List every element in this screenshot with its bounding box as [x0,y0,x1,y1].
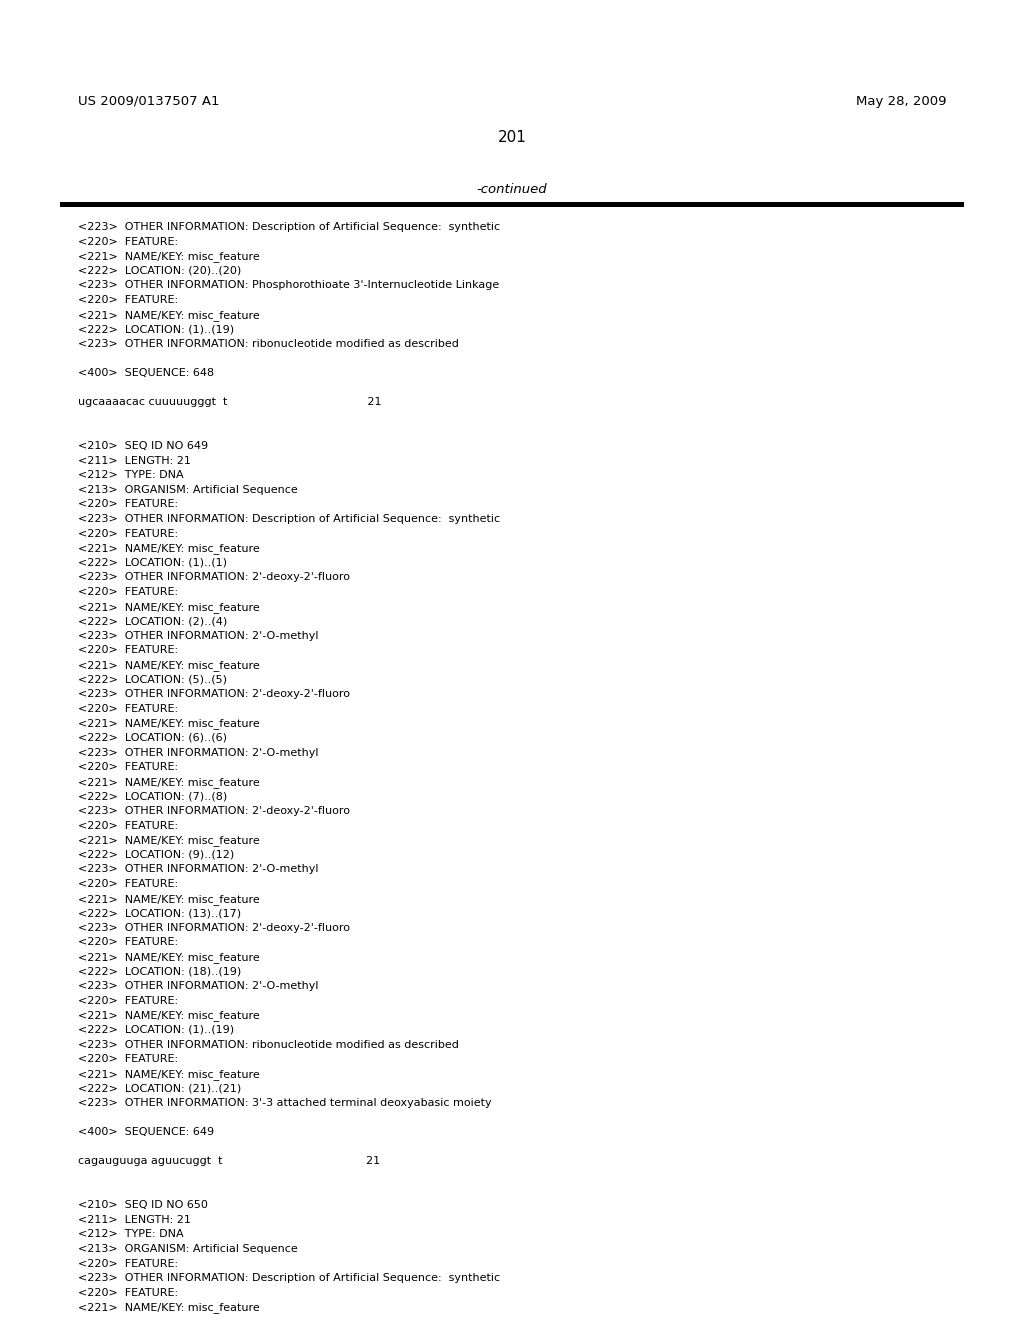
Text: <223>  OTHER INFORMATION: 2'-deoxy-2'-fluoro: <223> OTHER INFORMATION: 2'-deoxy-2'-flu… [78,689,350,700]
Text: <221>  NAME/KEY: misc_feature: <221> NAME/KEY: misc_feature [78,776,260,788]
Text: <221>  NAME/KEY: misc_feature: <221> NAME/KEY: misc_feature [78,602,260,612]
Text: <221>  NAME/KEY: misc_feature: <221> NAME/KEY: misc_feature [78,1303,260,1313]
Text: <220>  FEATURE:: <220> FEATURE: [78,645,178,656]
Text: <221>  NAME/KEY: misc_feature: <221> NAME/KEY: misc_feature [78,952,260,962]
Text: <223>  OTHER INFORMATION: Description of Artificial Sequence:  synthetic: <223> OTHER INFORMATION: Description of … [78,513,500,524]
Text: <220>  FEATURE:: <220> FEATURE: [78,762,178,772]
Text: <222>  LOCATION: (1)..(19): <222> LOCATION: (1)..(19) [78,325,234,334]
Text: <222>  LOCATION: (1)..(19): <222> LOCATION: (1)..(19) [78,1026,234,1035]
Text: <220>  FEATURE:: <220> FEATURE: [78,704,178,714]
Text: <223>  OTHER INFORMATION: 2'-deoxy-2'-fluoro: <223> OTHER INFORMATION: 2'-deoxy-2'-flu… [78,573,350,582]
Text: <223>  OTHER INFORMATION: 2'-O-methyl: <223> OTHER INFORMATION: 2'-O-methyl [78,981,318,991]
Text: <221>  NAME/KEY: misc_feature: <221> NAME/KEY: misc_feature [78,660,260,671]
Text: <220>  FEATURE:: <220> FEATURE: [78,879,178,888]
Text: <220>  FEATURE:: <220> FEATURE: [78,1258,178,1269]
Text: <212>  TYPE: DNA: <212> TYPE: DNA [78,470,183,480]
Text: <221>  NAME/KEY: misc_feature: <221> NAME/KEY: misc_feature [78,894,260,904]
Text: 201: 201 [498,129,526,145]
Text: <210>  SEQ ID NO 649: <210> SEQ ID NO 649 [78,441,208,451]
Text: <220>  FEATURE:: <220> FEATURE: [78,294,178,305]
Text: <221>  NAME/KEY: misc_feature: <221> NAME/KEY: misc_feature [78,718,260,730]
Text: <223>  OTHER INFORMATION: 2'-O-methyl: <223> OTHER INFORMATION: 2'-O-methyl [78,631,318,640]
Text: <222>  LOCATION: (21)..(21): <222> LOCATION: (21)..(21) [78,1084,242,1093]
Text: <221>  NAME/KEY: misc_feature: <221> NAME/KEY: misc_feature [78,836,260,846]
Text: -continued: -continued [477,183,547,195]
Text: <211>  LENGTH: 21: <211> LENGTH: 21 [78,455,190,466]
Text: <220>  FEATURE:: <220> FEATURE: [78,236,178,247]
Text: <400>  SEQUENCE: 649: <400> SEQUENCE: 649 [78,1127,214,1138]
Text: <223>  OTHER INFORMATION: 2'-deoxy-2'-fluoro: <223> OTHER INFORMATION: 2'-deoxy-2'-flu… [78,923,350,933]
Text: <220>  FEATURE:: <220> FEATURE: [78,528,178,539]
Text: <222>  LOCATION: (2)..(4): <222> LOCATION: (2)..(4) [78,616,227,626]
Text: <220>  FEATURE:: <220> FEATURE: [78,1055,178,1064]
Bar [60,202,964,207]
Text: May 28, 2009: May 28, 2009 [855,95,946,108]
Text: US 2009/0137507 A1: US 2009/0137507 A1 [78,95,219,108]
Text: <222>  LOCATION: (7)..(8): <222> LOCATION: (7)..(8) [78,792,227,801]
Text: <223>  OTHER INFORMATION: ribonucleotide modified as described: <223> OTHER INFORMATION: ribonucleotide … [78,1040,459,1049]
Text: <222>  LOCATION: (20)..(20): <222> LOCATION: (20)..(20) [78,265,242,276]
Text: <221>  NAME/KEY: misc_feature: <221> NAME/KEY: misc_feature [78,1069,260,1080]
Text: <222>  LOCATION: (1)..(1): <222> LOCATION: (1)..(1) [78,558,227,568]
Text: ugcaaaacac cuuuuugggt  t                                        21: ugcaaaacac cuuuuugggt t 21 [78,397,382,407]
Text: <221>  NAME/KEY: misc_feature: <221> NAME/KEY: misc_feature [78,310,260,321]
Text: <220>  FEATURE:: <220> FEATURE: [78,1288,178,1298]
Text: <220>  FEATURE:: <220> FEATURE: [78,937,178,948]
Text: <223>  OTHER INFORMATION: ribonucleotide modified as described: <223> OTHER INFORMATION: ribonucleotide … [78,339,459,348]
Text: <221>  NAME/KEY: misc_feature: <221> NAME/KEY: misc_feature [78,251,260,263]
Text: <222>  LOCATION: (9)..(12): <222> LOCATION: (9)..(12) [78,850,234,859]
Text: <223>  OTHER INFORMATION: Description of Artificial Sequence:  synthetic: <223> OTHER INFORMATION: Description of … [78,222,500,232]
Text: <222>  LOCATION: (6)..(6): <222> LOCATION: (6)..(6) [78,733,227,743]
Text: <400>  SEQUENCE: 648: <400> SEQUENCE: 648 [78,368,214,378]
Text: <213>  ORGANISM: Artificial Sequence: <213> ORGANISM: Artificial Sequence [78,484,298,495]
Text: <221>  NAME/KEY: misc_feature: <221> NAME/KEY: misc_feature [78,1010,260,1022]
Text: <211>  LENGTH: 21: <211> LENGTH: 21 [78,1214,190,1225]
Text: <222>  LOCATION: (18)..(19): <222> LOCATION: (18)..(19) [78,966,242,977]
Text: <222>  LOCATION: (5)..(5): <222> LOCATION: (5)..(5) [78,675,227,685]
Text: cagauguuga aguucuggt  t                                         21: cagauguuga aguucuggt t 21 [78,1156,380,1167]
Text: <212>  TYPE: DNA: <212> TYPE: DNA [78,1229,183,1239]
Text: <221>  NAME/KEY: misc_feature: <221> NAME/KEY: misc_feature [78,544,260,554]
Text: <223>  OTHER INFORMATION: Description of Artificial Sequence:  synthetic: <223> OTHER INFORMATION: Description of … [78,1274,500,1283]
Text: <210>  SEQ ID NO 650: <210> SEQ ID NO 650 [78,1200,208,1210]
Text: <222>  LOCATION: (13)..(17): <222> LOCATION: (13)..(17) [78,908,241,919]
Text: <220>  FEATURE:: <220> FEATURE: [78,995,178,1006]
Text: <223>  OTHER INFORMATION: 2'-O-methyl: <223> OTHER INFORMATION: 2'-O-methyl [78,747,318,758]
Text: <223>  OTHER INFORMATION: 2'-O-methyl: <223> OTHER INFORMATION: 2'-O-methyl [78,865,318,874]
Text: <223>  OTHER INFORMATION: 2'-deoxy-2'-fluoro: <223> OTHER INFORMATION: 2'-deoxy-2'-flu… [78,807,350,816]
Text: <220>  FEATURE:: <220> FEATURE: [78,821,178,830]
Text: <213>  ORGANISM: Artificial Sequence: <213> ORGANISM: Artificial Sequence [78,1243,298,1254]
Text: <220>  FEATURE:: <220> FEATURE: [78,587,178,597]
Text: <223>  OTHER INFORMATION: 3'-3 attached terminal deoxyabasic moiety: <223> OTHER INFORMATION: 3'-3 attached t… [78,1098,492,1107]
Text: <223>  OTHER INFORMATION: Phosphorothioate 3'-Internucleotide Linkage: <223> OTHER INFORMATION: Phosphorothioat… [78,280,500,290]
Text: <220>  FEATURE:: <220> FEATURE: [78,499,178,510]
